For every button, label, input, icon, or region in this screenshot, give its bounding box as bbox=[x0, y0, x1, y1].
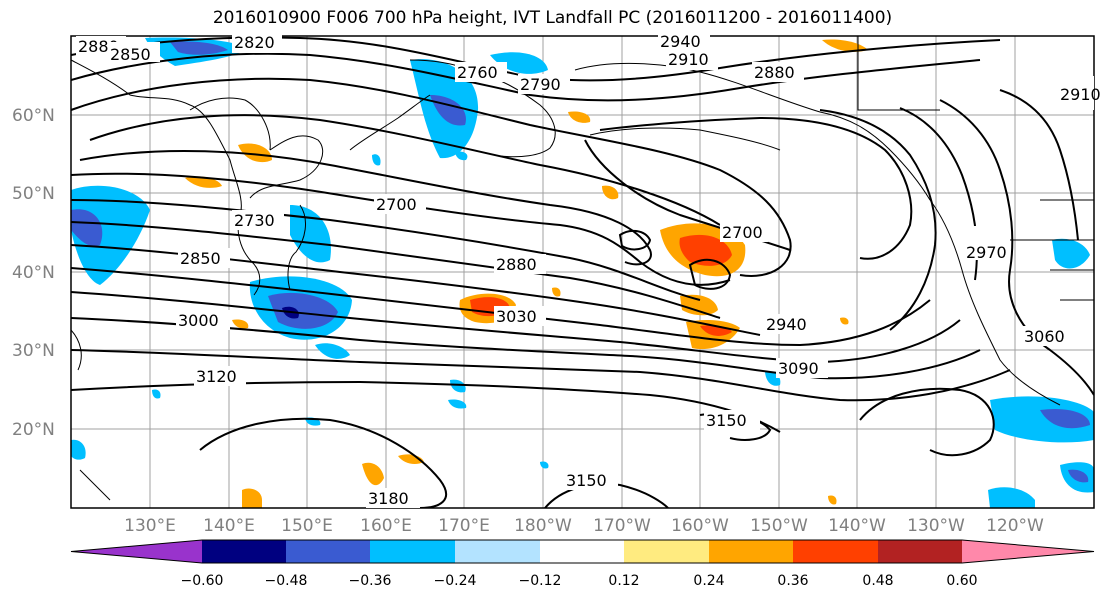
latitude-labels: 60°N 50°N 40°N 30°N 20°N bbox=[12, 106, 55, 440]
contour-label: 3000 bbox=[178, 311, 219, 330]
colorbar-ticks: −0.60 −0.48 −0.36 −0.24 −0.12 0.12 0.24 … bbox=[181, 573, 978, 589]
colorbar-tick-label: 0.12 bbox=[608, 573, 639, 589]
colorbar-segment bbox=[793, 540, 878, 563]
map-frame-border bbox=[70, 35, 1095, 509]
longitude-labels: 130°E 140°E 150°E 160°E 170°E 180°W 170°… bbox=[124, 516, 1044, 536]
contour-label: 3090 bbox=[778, 359, 819, 378]
colorbar-extend-low bbox=[71, 540, 203, 563]
contour-labels: 2880 2850 2820 2940 2910 2880 2760 2790 … bbox=[76, 32, 1101, 508]
lon-label: 150°W bbox=[750, 516, 808, 536]
contour-label: 2760 bbox=[457, 63, 498, 82]
colorbar-tick-label: −0.24 bbox=[434, 573, 477, 589]
coastlines bbox=[71, 36, 1094, 501]
contour-label: 2970 bbox=[966, 243, 1007, 262]
contour-label: 2730 bbox=[234, 211, 275, 230]
contour-label: 3060 bbox=[1024, 327, 1065, 346]
lat-label: 30°N bbox=[12, 341, 55, 361]
contour-label: 2940 bbox=[660, 32, 701, 51]
colorbar-segment bbox=[709, 540, 793, 563]
lon-label: 170°W bbox=[593, 516, 651, 536]
contour-label: 3150 bbox=[566, 471, 607, 490]
lon-label: 130°W bbox=[907, 516, 965, 536]
colorbar-segment bbox=[540, 540, 624, 563]
lon-label: 170°E bbox=[438, 516, 490, 536]
contour-label: 2940 bbox=[766, 315, 807, 334]
lon-label: 120°W bbox=[986, 516, 1044, 536]
colorbar-tick-label: −0.48 bbox=[265, 573, 308, 589]
colorbar-tick-label: 0.36 bbox=[777, 573, 808, 589]
colorbar-segment bbox=[624, 540, 709, 563]
contour-label: 3030 bbox=[496, 307, 537, 326]
lon-label: 160°W bbox=[671, 516, 729, 536]
lat-label: 40°N bbox=[12, 263, 55, 283]
contour-label: 2700 bbox=[376, 195, 417, 214]
colorbar-segment bbox=[370, 540, 455, 563]
colorbar-segment bbox=[455, 540, 540, 563]
contour-label: 3120 bbox=[196, 367, 237, 386]
contour-label: 2790 bbox=[520, 75, 561, 94]
contour-label: 2910 bbox=[668, 50, 709, 69]
colorbar-tick-label: −0.12 bbox=[519, 573, 562, 589]
colorbar-outline bbox=[70, 539, 1095, 564]
contour-label: 2820 bbox=[234, 33, 275, 52]
lat-label: 60°N bbox=[12, 106, 55, 126]
contour-label: 2880 bbox=[754, 63, 795, 82]
colorbar-tick-label: 0.60 bbox=[946, 573, 977, 589]
colorbar-extend-high bbox=[962, 540, 1094, 563]
lon-label: 140°E bbox=[203, 516, 255, 536]
colorbar-segment bbox=[286, 540, 370, 563]
lon-label: 160°E bbox=[360, 516, 412, 536]
lon-label: 180°W bbox=[514, 516, 572, 536]
contour-label: 3150 bbox=[706, 411, 747, 430]
colorbar-segment bbox=[202, 540, 286, 563]
contour-label: 3180 bbox=[368, 489, 409, 508]
colorbar bbox=[70, 539, 1095, 564]
colorbar-tick-label: −0.60 bbox=[181, 573, 224, 589]
contour-label: 2880 bbox=[496, 255, 537, 274]
lon-label: 150°E bbox=[281, 516, 333, 536]
lon-label: 130°E bbox=[124, 516, 176, 536]
colorbar-tick-label: 0.48 bbox=[862, 573, 893, 589]
colorbar-tick-label: 0.24 bbox=[693, 573, 724, 589]
contour-label: 2850 bbox=[180, 249, 221, 268]
contour-label: 2910 bbox=[1060, 85, 1101, 104]
lat-label: 20°N bbox=[12, 420, 55, 440]
lat-label: 50°N bbox=[12, 184, 55, 204]
contour-label: 2700 bbox=[722, 223, 763, 242]
colorbar-tick-label: −0.36 bbox=[349, 573, 392, 589]
colorbar-segment bbox=[878, 540, 962, 563]
map-title: 2016010900 F006 700 hPa height, IVT Land… bbox=[212, 8, 893, 28]
lon-label: 140°W bbox=[828, 516, 886, 536]
contour-label: 2850 bbox=[110, 45, 151, 64]
